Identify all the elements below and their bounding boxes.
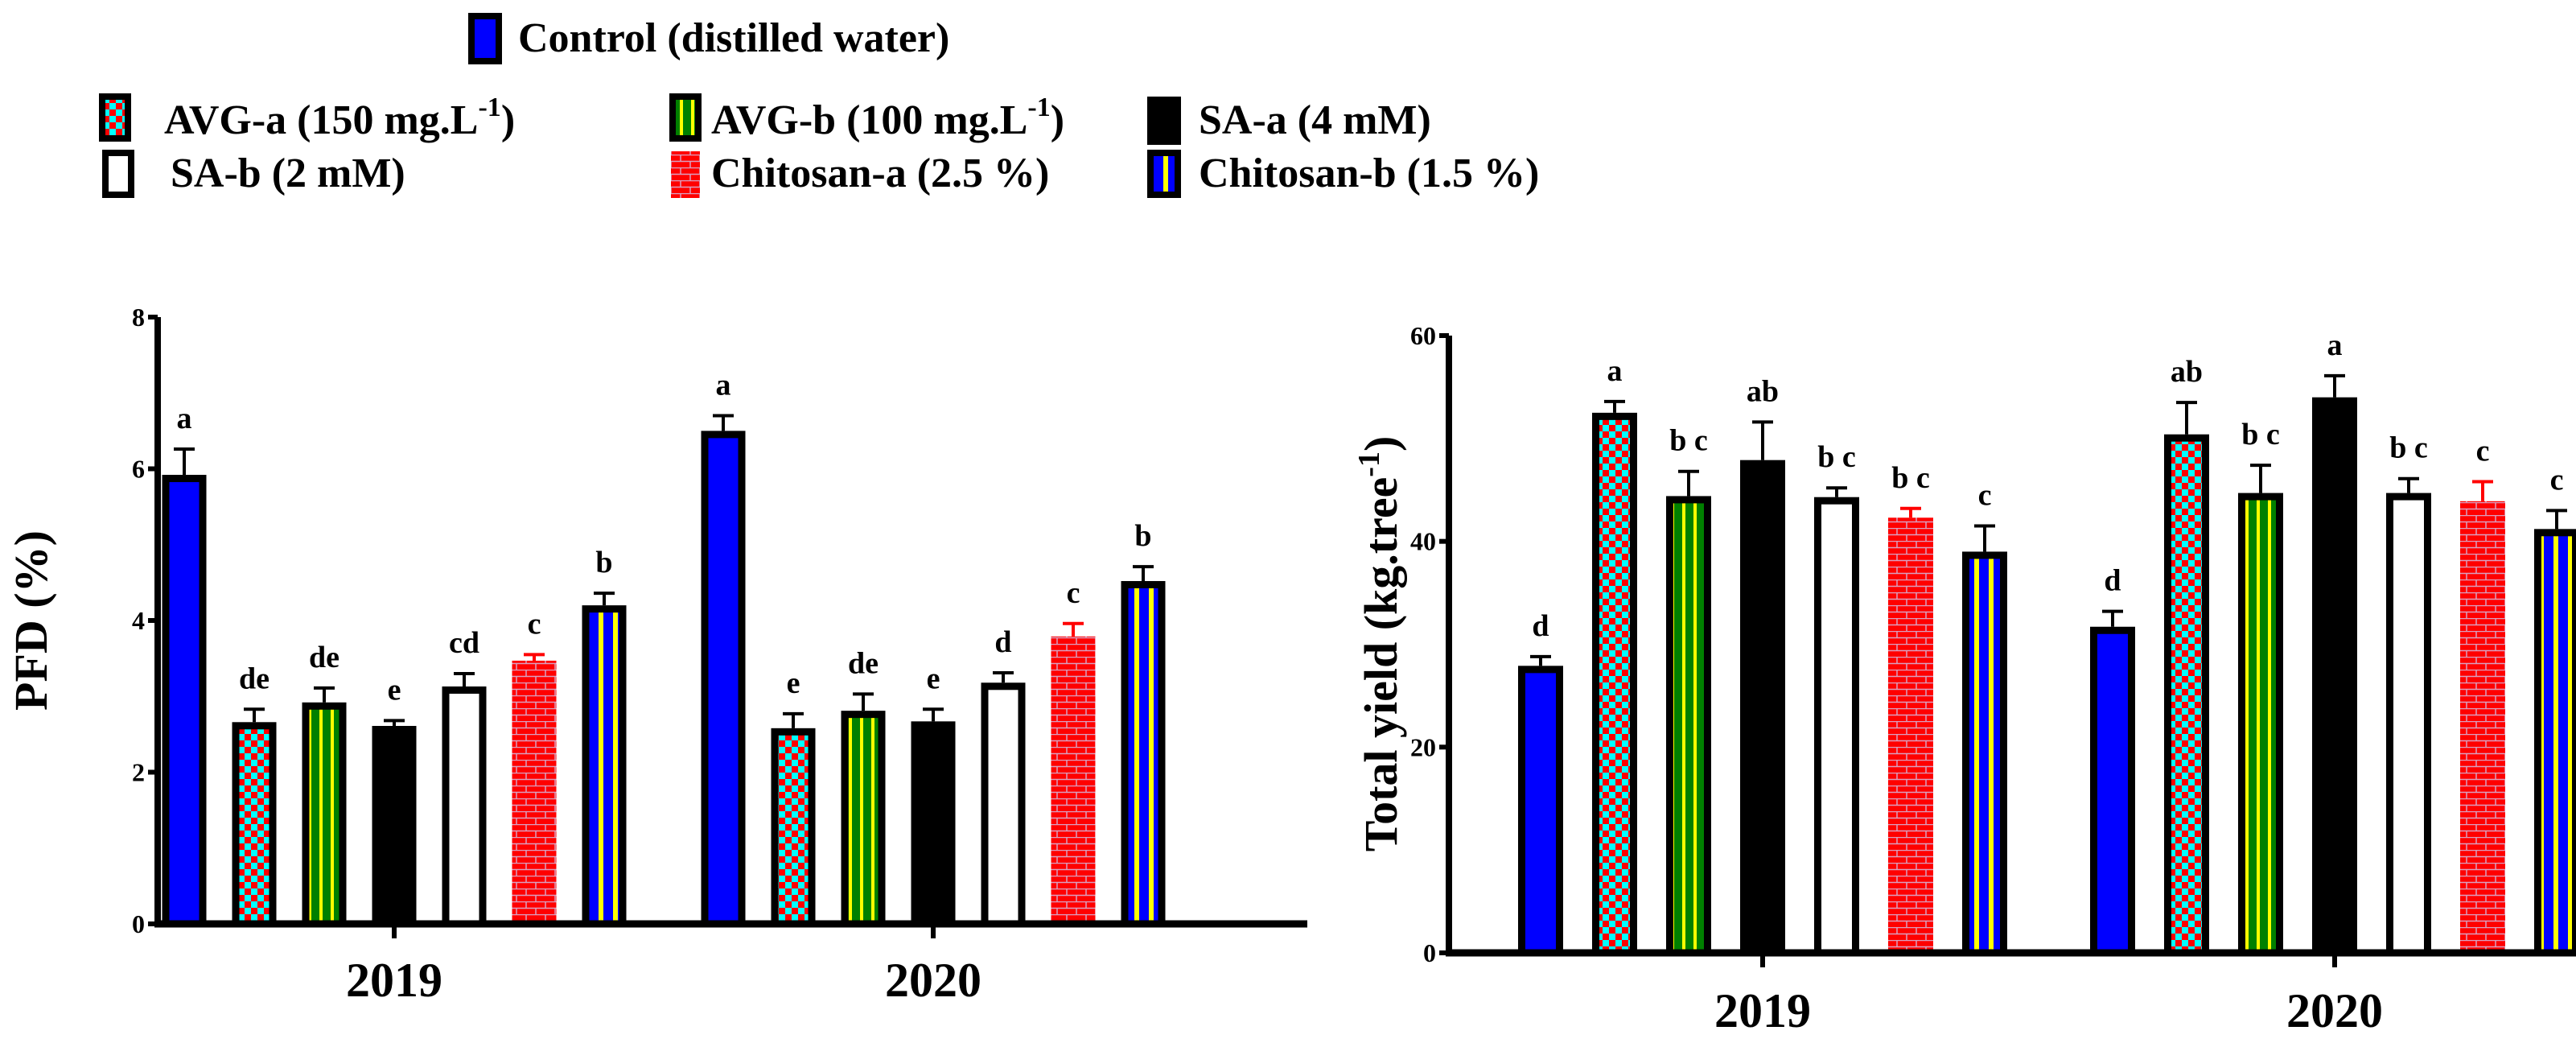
legend-item-chitosan-b: Chitosan-b (1.5 %) (1147, 150, 1539, 198)
pfd-y-axis-title: PFD (%) (5, 530, 57, 711)
significance-letter: c (1067, 576, 1080, 610)
bar-control-2019 (1518, 666, 1563, 957)
legend-swatch-avg-b (669, 93, 702, 142)
significance-letter: e (787, 666, 800, 700)
legend-item-control: Control (distilled water) (468, 13, 949, 64)
significance-letter: de (848, 646, 879, 680)
legend-label-chitosan-b: Chitosan-b (1.5 %) (1199, 150, 1539, 196)
legend-item-chitosan-a: Chitosan-a (2.5 %) (671, 150, 1049, 198)
legend-label-avg-a: AVG-a (150 mg.L-1) (164, 93, 515, 143)
bar-chitosan-b-2020 (1121, 580, 1166, 928)
bar-sa-a-2020 (2312, 397, 2357, 957)
significance-letter: a (716, 369, 731, 402)
bar-control-2020 (701, 431, 746, 928)
significance-letter: ab (2171, 355, 2203, 389)
legend: Control (distilled water) AVG-a (150 mg.… (99, 13, 1539, 198)
x-tick-label-2019: 2019 (1714, 984, 1811, 1037)
bar-sa-b-2020 (2386, 493, 2431, 957)
bar-sa-a-2019 (1740, 460, 1785, 957)
y-tick-label: 60 (1410, 321, 1436, 350)
significance-letter: c (2476, 435, 2490, 468)
legend-swatch-sa-b (102, 150, 134, 198)
bar-chitosan-a-2020 (2460, 501, 2505, 953)
bar-avg-b-2020 (2238, 493, 2283, 957)
y-tick-label: 2 (132, 758, 145, 787)
bar-chitosan-a-2019 (512, 660, 557, 924)
significance-letter: a (1607, 354, 1623, 388)
legend-swatch-sa-a (1147, 97, 1181, 145)
significance-letter: d (2104, 564, 2121, 598)
legend-label-sa-a: SA-a (4 mM) (1199, 97, 1431, 143)
bar-control-2019 (162, 475, 207, 928)
bar-chitosan-b-2019 (1962, 551, 2007, 957)
legend-label-chitosan-a: Chitosan-a (2.5 %) (711, 150, 1049, 196)
y-tick-label: 6 (132, 455, 145, 484)
y-tick-label: 8 (132, 303, 145, 332)
bar-control-2020 (2090, 626, 2135, 957)
legend-item-avg-a: AVG-a (150 mg.L-1) (99, 93, 515, 143)
significance-letter: c (1978, 478, 1992, 512)
y-tick-label: 0 (132, 909, 145, 938)
x-tick-label-2019: 2019 (346, 954, 442, 1007)
y-tick-label: 4 (132, 606, 145, 635)
significance-letter: cd (449, 626, 479, 660)
significance-letter: b c (1891, 461, 1930, 495)
bar-sa-b-2020 (981, 682, 1026, 928)
bar-avg-b-2019 (1666, 496, 1711, 957)
significance-letter: de (239, 662, 270, 695)
significance-letter: a (2327, 328, 2343, 362)
bar-sa-a-2019 (372, 726, 417, 928)
significance-letter: ab (1747, 374, 1779, 408)
bar-sa-a-2020 (911, 721, 956, 928)
bar-chitosan-b-2019 (582, 605, 627, 928)
legend-label-sa-b: SA-b (2 mM) (171, 150, 405, 196)
significance-letter: b c (1817, 440, 1856, 474)
significance-letter: b c (1669, 424, 1708, 458)
significance-letter: d (1532, 609, 1549, 643)
significance-letter: d (994, 625, 1011, 659)
bar-sa-b-2019 (1814, 497, 1859, 957)
legend-swatch-avg-a (99, 93, 131, 142)
significance-letter: b (595, 546, 612, 579)
bar-chitosan-a-2020 (1051, 636, 1096, 924)
significance-letter: c (528, 607, 541, 641)
yield-y-axis-title: Total yield (kg.tree-1) (1352, 436, 1407, 852)
y-tick-label: 20 (1410, 732, 1436, 761)
bar-avg-a-2019 (232, 722, 277, 928)
bar-chitosan-a-2019 (1888, 517, 1933, 953)
significance-letter: e (388, 673, 401, 707)
legend-item-avg-b: AVG-b (100 mg.L-1) (669, 93, 1064, 143)
significance-letter: b c (2389, 431, 2428, 465)
y-tick-label: 40 (1410, 527, 1436, 556)
total-yield-chart: 0 20 40 60 d d a ab b c b c ab a b c b c b c c c c 2019 202… (1410, 321, 2576, 1037)
significance-letter: de (309, 641, 339, 674)
pfd-chart: 0 2 4 6 8 a a de e de de e e cd d c c b b 2019 2020 (132, 303, 1307, 1007)
bar-avg-a-2020 (2164, 434, 2209, 957)
bar-chitosan-b-2020 (2534, 529, 2576, 957)
bar-sa-b-2019 (442, 686, 487, 928)
bar-avg-a-2020 (771, 728, 816, 928)
bar-avg-b-2019 (302, 702, 347, 928)
y-tick-label: 0 (1423, 938, 1436, 967)
legend-label-control: Control (distilled water) (518, 15, 949, 61)
bar-avg-a-2019 (1592, 412, 1637, 957)
significance-letter: c (2550, 463, 2564, 497)
significance-letter: a (177, 402, 192, 435)
significance-letter: b c (2241, 418, 2280, 451)
significance-letter: e (927, 662, 940, 695)
legend-item-sa-b: SA-b (2 mM) (102, 150, 405, 198)
x-tick-label-2020: 2020 (885, 954, 981, 1007)
legend-swatch-chitosan-b (1147, 150, 1181, 198)
bar-avg-b-2020 (841, 711, 886, 928)
x-tick-label-2020: 2020 (2286, 984, 2383, 1037)
legend-swatch-control (468, 13, 502, 64)
legend-swatch-chitosan-a (671, 151, 700, 198)
significance-letter: b (1134, 519, 1151, 553)
legend-label-avg-b: AVG-b (100 mg.L-1) (711, 93, 1064, 143)
legend-item-sa-a: SA-a (4 mM) (1147, 97, 1431, 145)
